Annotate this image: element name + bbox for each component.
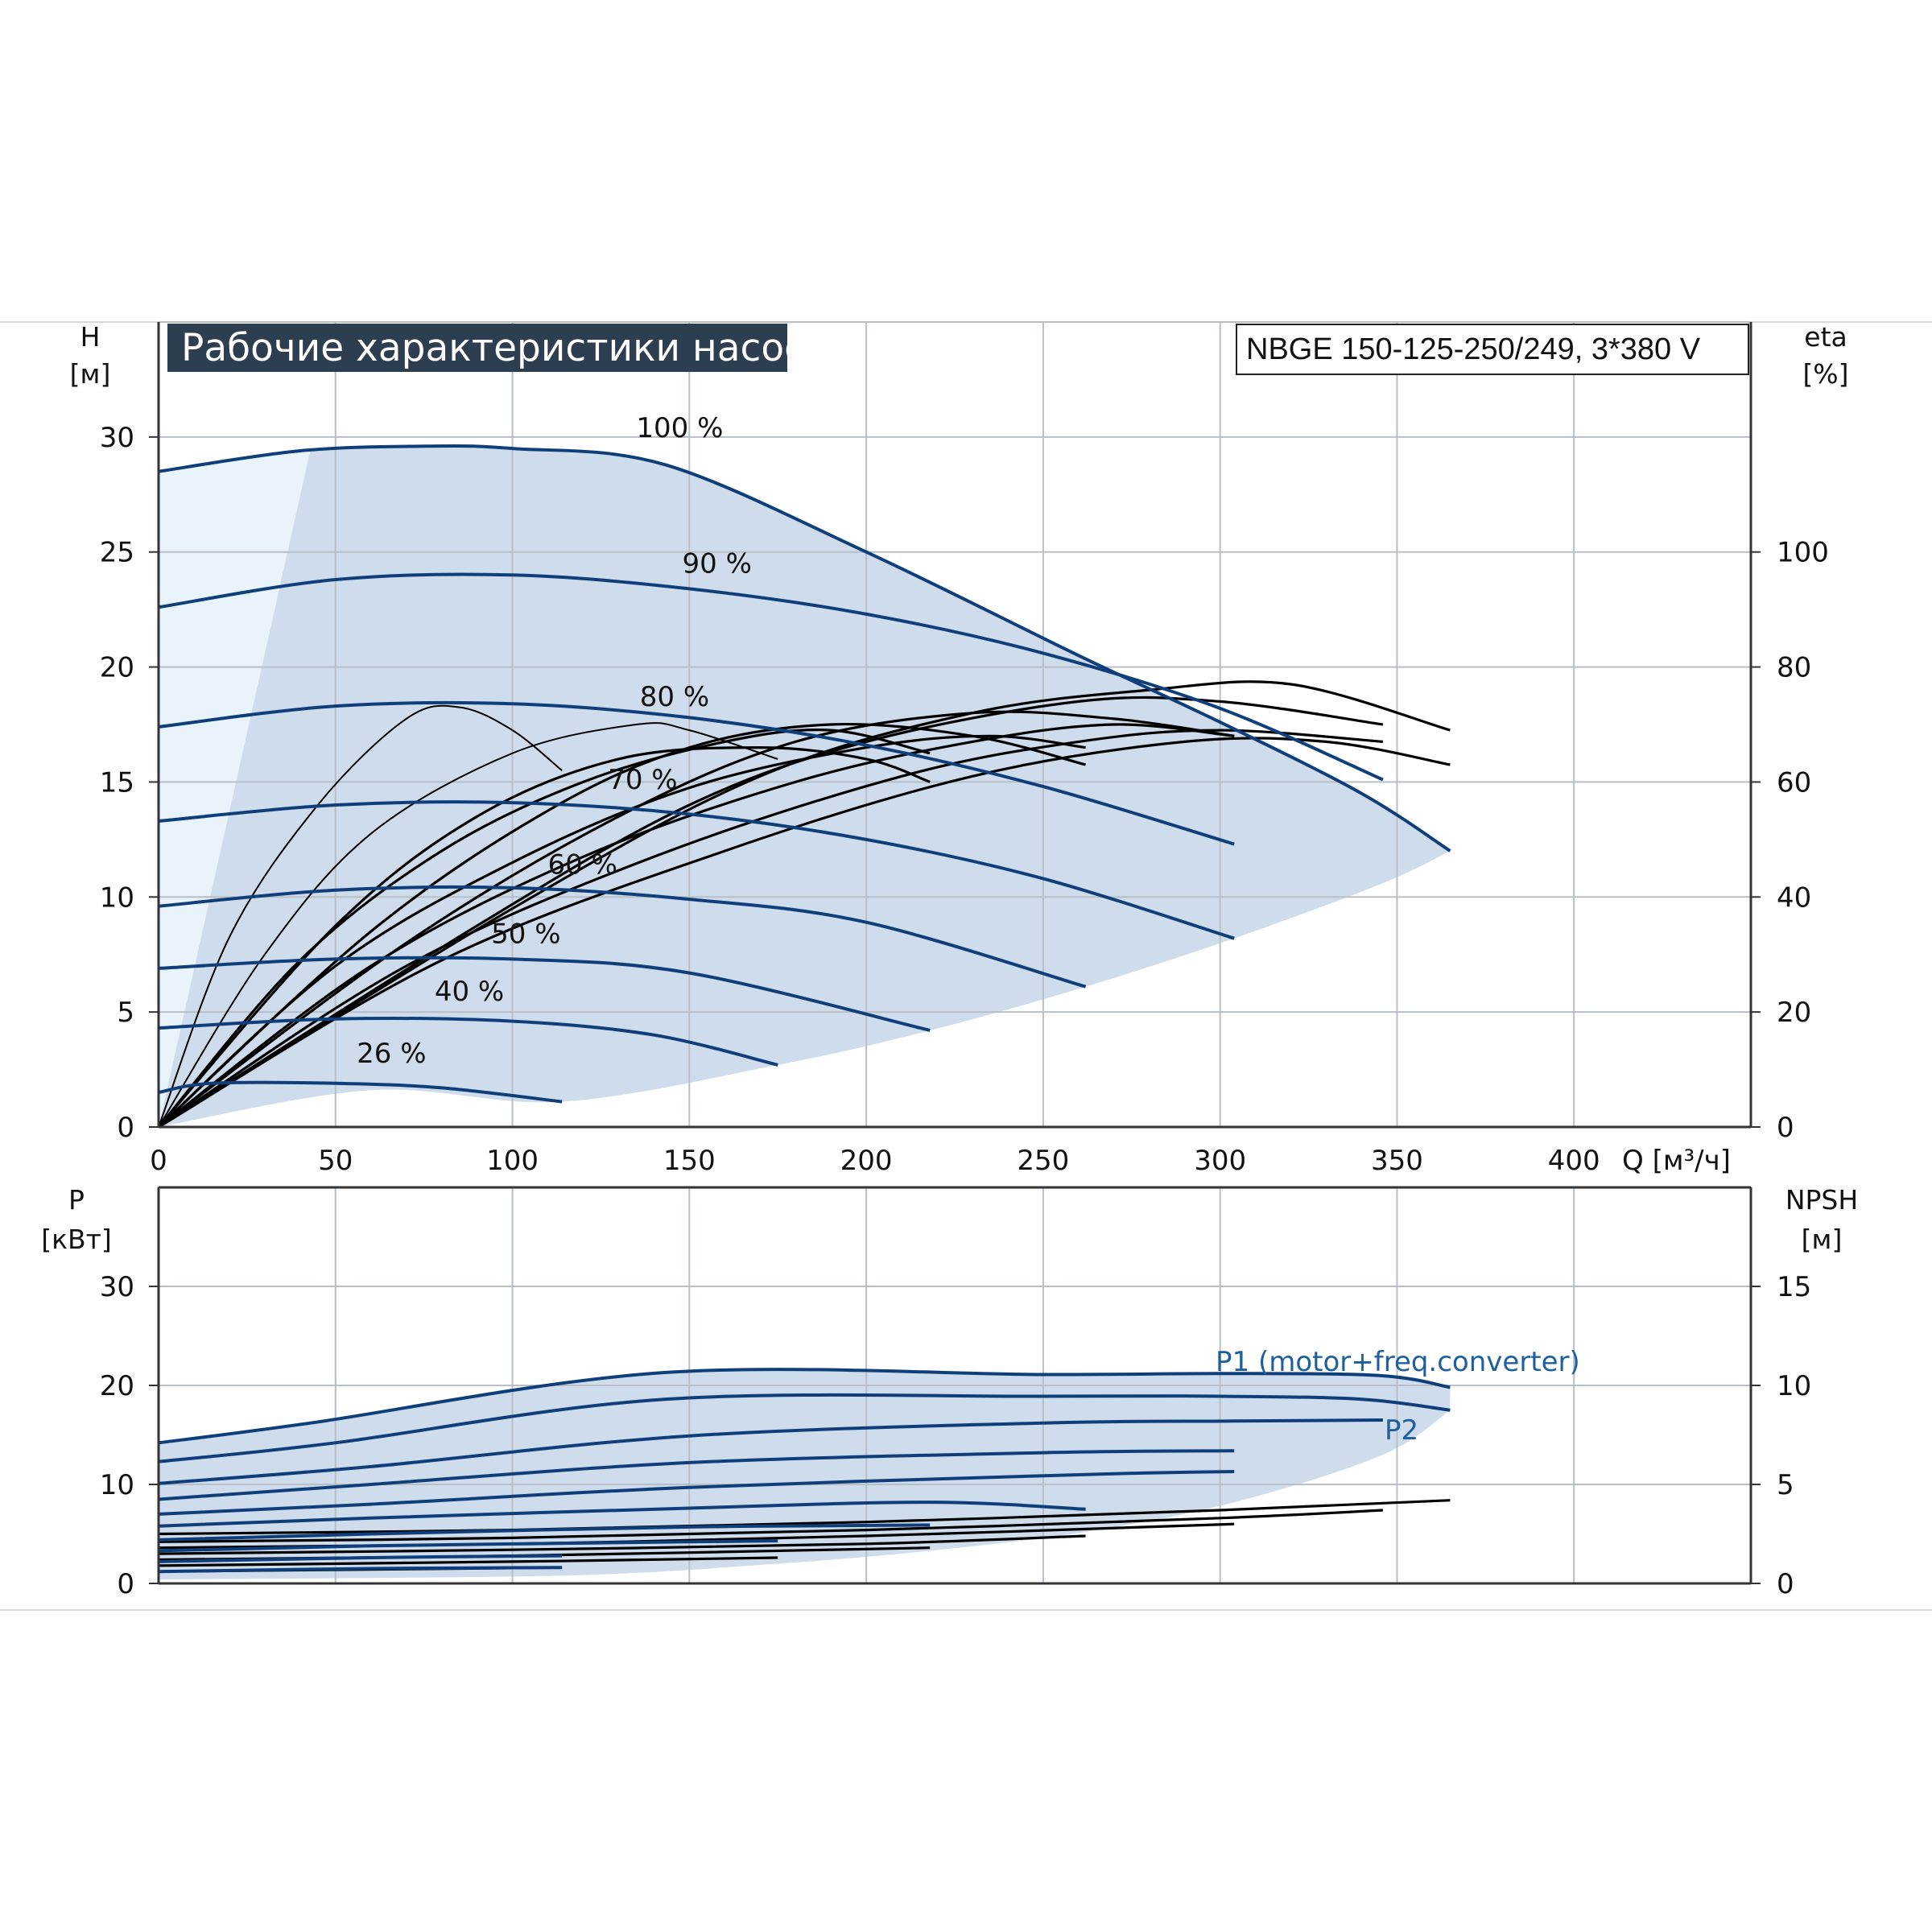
eta-y-tick-label: 100 [1777, 537, 1829, 569]
speed-curve-label: 50 % [491, 918, 560, 950]
head-axes [157, 322, 1752, 1129]
head-envelope-light [159, 448, 312, 1127]
efficiency-curve-4 [158, 723, 1235, 1129]
npsh-y-tick-label: 10 [1777, 1370, 1811, 1402]
eta-y-tick-label: 0 [1777, 1112, 1794, 1144]
eta-y-tick-label: 60 [1777, 766, 1811, 799]
power-envelope [159, 1369, 1451, 1580]
power-axis-label: P [68, 1184, 85, 1216]
speed-curve-label: 40 % [435, 976, 504, 1008]
head-axis-unit: [м] [70, 358, 111, 390]
flow-x-tick-label: 300 [1194, 1145, 1246, 1177]
flow-axis-label: Q [м³/ч] [1622, 1145, 1731, 1177]
eta-y-tick-label: 20 [1777, 997, 1811, 1029]
npsh-curve-1 [158, 1509, 1383, 1543]
eta-y-tick-label: 40 [1777, 881, 1811, 914]
flow-x-tick-label: 100 [486, 1145, 539, 1177]
power-curve-7 [158, 1539, 778, 1553]
efficiency-curves [157, 680, 1451, 1129]
head-y-tick-label: 20 [100, 652, 134, 684]
speed-curve-26 [158, 1080, 563, 1104]
p1-legend-label: P1 (motor+freq.converter) [1216, 1346, 1580, 1378]
npsh-axis-label: NPSH [1785, 1184, 1858, 1216]
power-envelope-area [159, 1369, 1451, 1580]
speed-curve-label: 90 % [683, 547, 752, 580]
power-curve-3 [158, 1449, 1235, 1501]
npsh-curve-0 [158, 1499, 1451, 1536]
power-curve-0 [158, 1368, 1451, 1445]
speed-curve-70 [158, 800, 1235, 940]
flow-x-tick-label: 400 [1548, 1145, 1600, 1177]
flow-x-tick-label: 150 [663, 1145, 716, 1177]
npsh-y-tick-label: 5 [1777, 1469, 1794, 1501]
flow-x-tick-label: 200 [840, 1145, 893, 1177]
power-curve-5 [158, 1501, 1086, 1528]
head-y-tick-label: 15 [100, 766, 134, 799]
speed-curve-90 [158, 572, 1384, 782]
efficiency-curve-8 [158, 680, 1451, 1129]
head-axis-label: H [80, 321, 101, 353]
npsh-curve-3 [158, 1534, 1086, 1555]
npsh-curve-5 [158, 1556, 778, 1567]
npsh-y-tick-label: 0 [1777, 1568, 1794, 1600]
power-curve-4 [158, 1470, 1235, 1516]
head-y-tick-label: 5 [117, 997, 134, 1029]
chart-title: Рабочие характеристики насоса [181, 326, 828, 370]
flow-x-tick-label: 350 [1371, 1145, 1423, 1177]
speed-curve-label: 26 % [357, 1038, 426, 1070]
p2-legend-label: P2 [1385, 1414, 1418, 1447]
efficiency-curve-5 [158, 729, 1384, 1129]
flow-x-tick-label: 50 [318, 1145, 353, 1177]
power-y-tick-label: 10 [100, 1469, 134, 1501]
power-chart: 0 10 20 30 0 5 10 15 P [кВт] NPSH [м] P1 (motor… [41, 1184, 1858, 1600]
efficiency-curve-1 [158, 722, 778, 1128]
efficiency-curve-2 [157, 729, 931, 1129]
head-envelope-area [159, 446, 1451, 1127]
model-label: NBGE 150-125-250/249, 3*380 V [1246, 332, 1701, 366]
model-label-box [1236, 324, 1749, 375]
head-y-tick-label: 30 [100, 422, 134, 454]
efficiency-axis-unit: [%] [1802, 358, 1848, 390]
power-y-tick-label: 30 [100, 1271, 134, 1303]
npsh-axis-unit: [м] [1802, 1224, 1843, 1255]
speed-curve-label: 80 % [640, 681, 709, 713]
efficiency-curve-11 [157, 745, 931, 1129]
head-y-tick-label: 25 [100, 537, 134, 569]
power-y-tick-label: 0 [117, 1568, 134, 1600]
efficiency-axis-label: eta [1804, 321, 1847, 353]
speed-curve-labels: 100 % 90 % 80 % 70 % 60 % 50 % 40 % 26 % [357, 412, 752, 1070]
speed-curve-40 [158, 1017, 778, 1067]
power-curve-6 [158, 1523, 931, 1542]
speed-curve-60 [158, 885, 1087, 989]
speed-curve-label: 100 % [636, 412, 723, 444]
p1-curves [158, 1368, 1451, 1574]
power-curve-2 [158, 1418, 1383, 1485]
speed-curve-label: 60 % [548, 849, 617, 881]
speed-curve-label: 70 % [608, 764, 677, 796]
power-curve-1 [158, 1393, 1451, 1463]
speed-curves [158, 444, 1451, 1104]
speed-curve-100 [158, 444, 1451, 852]
power-curve-9 [158, 1566, 563, 1574]
power-y-tick-label: 20 [100, 1370, 134, 1402]
power-tick-labels: 0 10 20 30 0 5 10 15 [100, 1271, 1812, 1600]
chart-title-box [167, 324, 787, 372]
efficiency-curve-0 [158, 704, 563, 1128]
speed-curve-50 [158, 956, 931, 1032]
power-axis-unit: [кВт] [41, 1224, 112, 1255]
head-y-tick-label: 0 [117, 1112, 134, 1144]
npsh-y-tick-label: 15 [1777, 1271, 1811, 1303]
efficiency-curve-9 [158, 710, 1235, 1129]
speed-curve-80 [158, 700, 1235, 846]
flow-x-tick-label: 0 [150, 1145, 167, 1177]
head-chart: 100 % 90 % 80 % 70 % 60 % 50 % 40 % 26 % 0 5 10 15… [70, 321, 1849, 1177]
power-curve-8 [158, 1554, 563, 1563]
head-envelope [159, 446, 1451, 1127]
head-y-tick-label: 10 [100, 881, 134, 914]
flow-x-tick-label: 250 [1017, 1145, 1069, 1177]
eta-y-tick-label: 80 [1777, 652, 1811, 684]
